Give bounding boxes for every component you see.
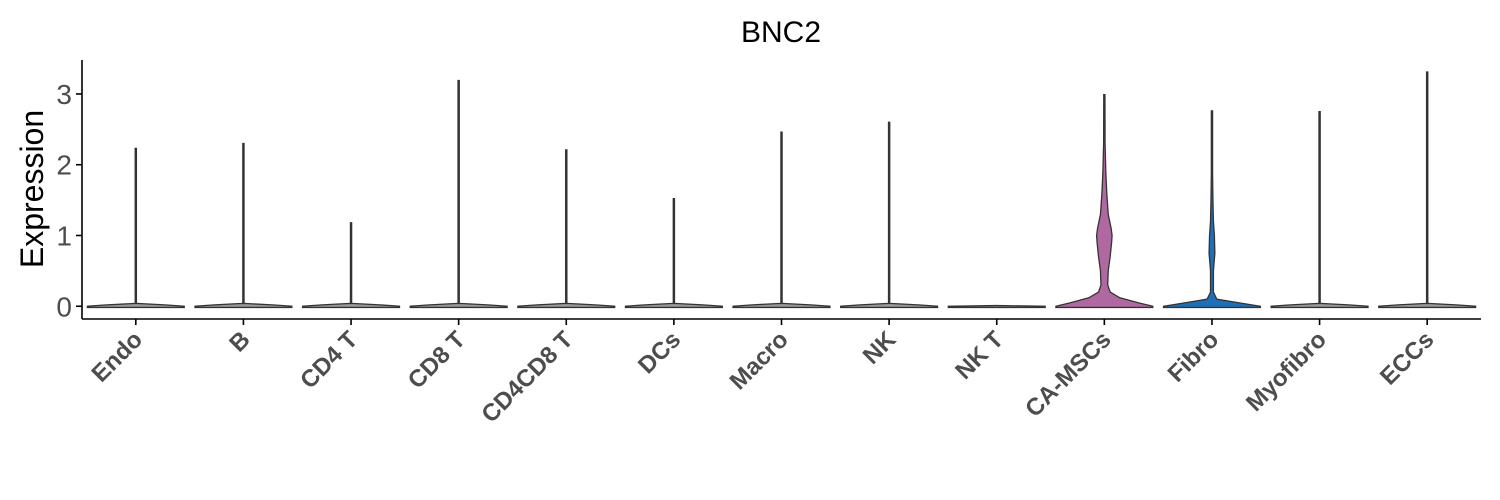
x-tick-label-myofibro: Myofibro — [1241, 326, 1332, 417]
x-tick-label-nk: NK — [858, 326, 902, 370]
violin-dcs — [624, 198, 723, 309]
x-ticks-group: Endo B CD4 T CD8 T CD4CD8 T DCs Macro NK NK T CA-… — [87, 319, 1439, 428]
x-tick-label-cd4-t: CD4 T — [295, 326, 363, 394]
y-tick-label: 0 — [56, 291, 72, 322]
x-tick-label-cd4cd8-t: CD4CD8 T — [476, 326, 578, 428]
violins-group — [86, 71, 1477, 309]
violin-macro — [732, 131, 831, 309]
x-tick-label-macro: Macro — [725, 326, 794, 395]
chart-title: BNC2 — [741, 16, 821, 49]
y-tick-label: 1 — [56, 220, 72, 251]
violin-cd4cd8-t — [517, 149, 616, 309]
x-tick-label-nk-t: NK T — [950, 326, 1009, 385]
y-ticks-group: 0 1 2 3 — [56, 79, 82, 322]
y-tick-label: 3 — [56, 79, 72, 110]
y-tick-label: 2 — [56, 150, 72, 181]
y-axis-label: Expression — [14, 110, 50, 268]
violin-fibro — [1162, 110, 1262, 309]
x-tick-label-b: B — [224, 326, 255, 357]
x-tick-label-endo: Endo — [87, 326, 149, 388]
violin-endo — [86, 147, 185, 309]
violin-nk — [840, 121, 939, 309]
violin-myofibro — [1270, 111, 1369, 309]
x-tick-label-cd8-t: CD8 T — [403, 326, 471, 394]
violin-b — [194, 142, 293, 309]
violin-nk-t — [947, 304, 1046, 309]
x-tick-label-ca-mscs: CA-MSCs — [1020, 326, 1116, 422]
violin-cd8-t — [409, 79, 508, 309]
x-tick-label-fibro: Fibro — [1163, 326, 1225, 388]
violin-cd4-t — [301, 222, 401, 309]
violin-eccs — [1378, 71, 1477, 309]
violin-ca-mscs — [1055, 94, 1154, 309]
x-tick-label-dcs: DCs — [633, 326, 686, 379]
x-tick-label-eccs: ECCs — [1375, 326, 1439, 390]
